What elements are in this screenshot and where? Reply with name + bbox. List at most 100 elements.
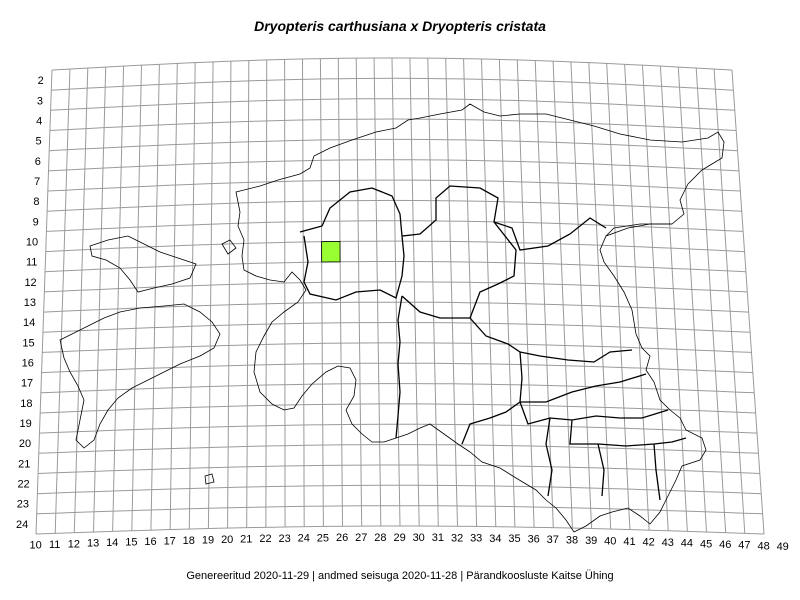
x-tick-label: 42 [642, 537, 654, 549]
grid-vline [35, 69, 53, 535]
x-tick-label: 15 [125, 537, 137, 549]
x-tick-label: 31 [432, 532, 444, 544]
y-tick-label: 9 [33, 216, 39, 228]
x-tick-label: 27 [355, 532, 367, 544]
grid-vline [93, 67, 107, 533]
x-tick-label: 45 [700, 538, 712, 550]
grid-vline [284, 59, 286, 528]
grid-vline [188, 62, 196, 530]
county-borders [299, 185, 687, 501]
grid-vline [112, 66, 125, 532]
y-tick-label: 24 [16, 519, 28, 531]
x-tick-label: 46 [719, 539, 731, 551]
x-tick-label: 48 [757, 540, 769, 552]
record-cell [321, 240, 341, 263]
x-tick-label: 25 [317, 532, 329, 544]
grid-vline [463, 58, 478, 527]
grid-vline [169, 63, 178, 530]
grid-vline [427, 58, 439, 527]
x-tick-label: 49 [777, 541, 789, 553]
hiiumaa-coast [89, 235, 197, 293]
grid-vline [337, 58, 343, 527]
grid-hline [44, 261, 746, 273]
x-tick-label: 32 [451, 532, 463, 544]
grid-vline [445, 58, 458, 527]
y-tick-label: 2 [38, 75, 44, 87]
x-axis-labels: 10 11 12 13 14 15 16 17 18 19 20 21 22 23 24 25 26 27 28 29… [29, 532, 788, 553]
x-tick-label: 12 [68, 538, 80, 550]
grid-vline [731, 69, 765, 535]
record-layer [321, 240, 341, 263]
y-tick-label: 19 [20, 418, 32, 430]
peipus-shore [605, 223, 672, 237]
x-tick-label: 18 [183, 535, 195, 547]
y-tick-label: 13 [24, 297, 36, 309]
footer-text: Genereeritud 2020-11-29 | andmed seisuga… [186, 570, 614, 582]
y-tick-label: 3 [37, 95, 43, 107]
grid-hline [40, 383, 755, 394]
island-2 [221, 239, 237, 255]
y-tick-label: 11 [26, 257, 37, 269]
grid-vline [227, 61, 232, 529]
x-tick-label: 39 [585, 535, 597, 547]
y-tick-label: 15 [22, 337, 34, 349]
grid-hline [47, 179, 741, 192]
x-tick-label: 13 [87, 538, 99, 550]
y-tick-label: 10 [26, 237, 38, 249]
grid-vline [409, 57, 420, 527]
grid-vline [150, 64, 160, 531]
grid-hline [43, 301, 749, 313]
grid-vline [319, 58, 324, 527]
grid-vline [606, 63, 631, 530]
y-tick-label: 18 [20, 398, 32, 410]
grid-hline [41, 362, 753, 374]
x-tick-label: 14 [106, 537, 118, 549]
grid-hline [38, 464, 760, 474]
y-tick-label: 5 [35, 136, 41, 148]
x-tick-label: 11 [49, 539, 60, 551]
grid-vline [302, 58, 305, 527]
grid-vline [498, 59, 516, 528]
x-tick-label: 28 [374, 532, 386, 544]
y-tick-label: 17 [21, 378, 33, 390]
x-tick-label: 21 [240, 534, 252, 546]
x-tick-label: 33 [470, 533, 482, 545]
x-tick-label: 20 [221, 534, 233, 546]
x-tick-label: 37 [547, 534, 559, 546]
x-tick-label: 10 [29, 540, 41, 552]
x-tick-label: 40 [604, 535, 616, 547]
grid-layer [35, 57, 765, 535]
y-tick-label: 12 [24, 277, 36, 289]
grid-hline [36, 505, 763, 515]
saaremaa-coast [59, 303, 221, 449]
mainland-coast [235, 103, 725, 533]
grid-vline [552, 61, 573, 529]
x-tick-label: 29 [393, 532, 405, 544]
y-tick-label: 6 [35, 156, 41, 168]
estonia-outline [59, 103, 725, 533]
x-tick-label: 44 [681, 538, 693, 550]
x-tick-label: 41 [623, 536, 635, 548]
x-tick-label: 47 [738, 540, 750, 552]
y-tick-label: 4 [36, 115, 42, 127]
grid-vline [481, 58, 497, 527]
grid-vline [207, 61, 214, 529]
grid-hline [42, 321, 751, 333]
grid-vline [677, 67, 707, 533]
y-tick-label: 23 [17, 499, 29, 511]
grid-vline [391, 57, 401, 527]
y-tick-label: 14 [23, 317, 35, 329]
grid-vline [54, 68, 71, 534]
grid-vline [534, 60, 554, 528]
grid-hline [49, 118, 737, 131]
y-tick-label: 21 [18, 458, 30, 470]
grid-vline [659, 66, 688, 532]
grid-vline [373, 57, 382, 527]
x-tick-label: 24 [298, 533, 310, 545]
grid-vline [73, 67, 89, 533]
x-tick-label: 22 [259, 533, 271, 545]
x-tick-label: 35 [508, 533, 520, 545]
x-tick-label: 16 [144, 536, 156, 548]
grid-vline [570, 61, 593, 529]
